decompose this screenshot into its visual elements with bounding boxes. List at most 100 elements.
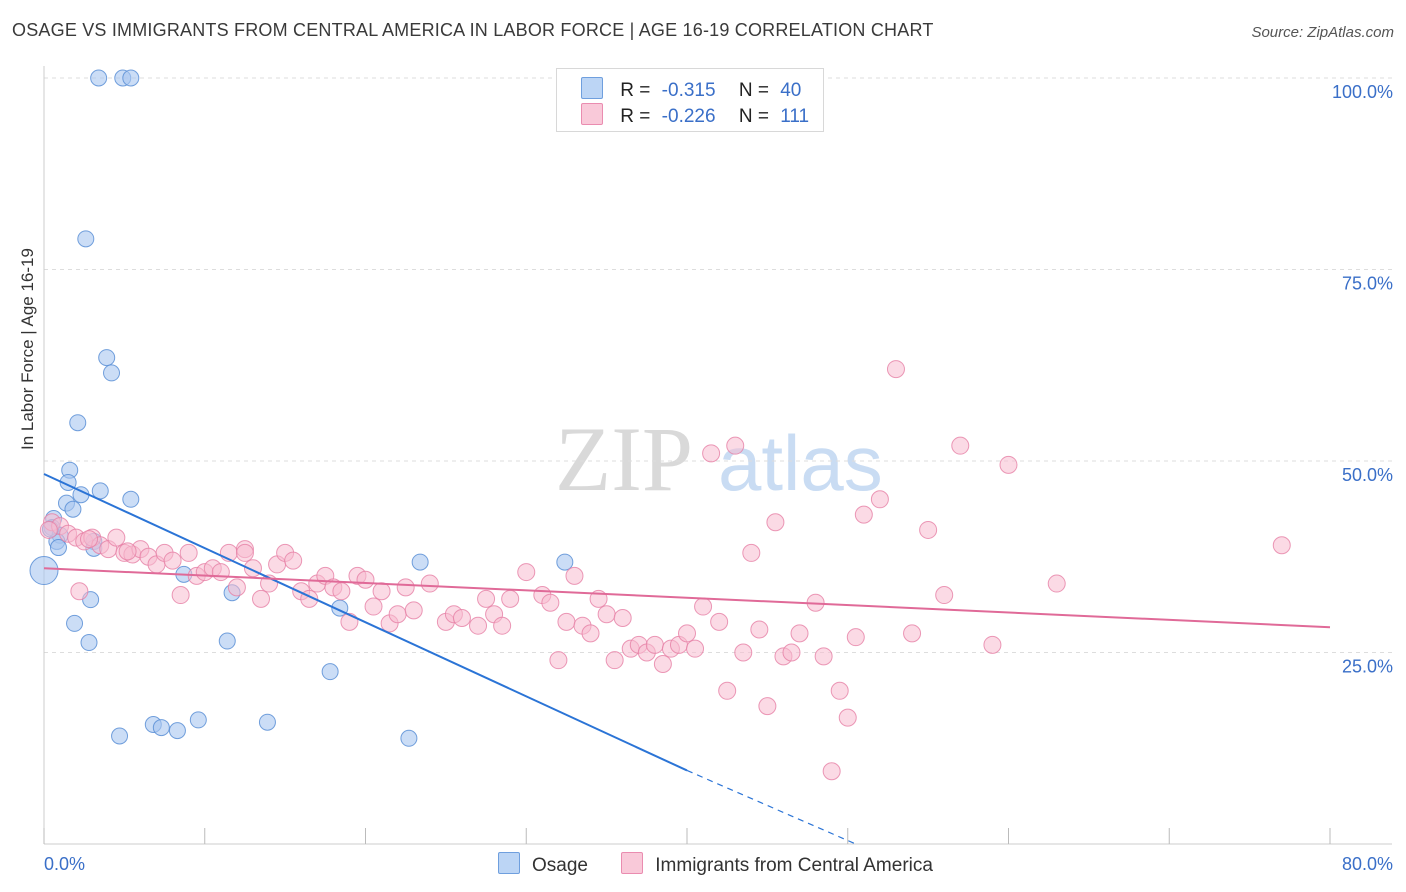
legend-n-label: N = (738, 80, 769, 101)
central-point (814, 647, 833, 666)
central-point (597, 605, 616, 624)
central-point (1047, 574, 1066, 593)
legend-row-osage: R = -0.315 N = 40 (581, 77, 801, 101)
osage-point (66, 614, 84, 632)
osage-point (29, 556, 59, 586)
osage-point (90, 69, 108, 87)
central-point (211, 563, 230, 582)
osage-point (80, 634, 98, 652)
osage-point (122, 69, 140, 87)
central-point (549, 651, 568, 670)
central-point (846, 628, 865, 647)
legend-swatch-central (581, 103, 603, 125)
central-point (332, 582, 351, 601)
central-point (766, 513, 785, 532)
central-point (477, 589, 496, 608)
osage-trend-extension (686, 769, 857, 845)
osage-point (122, 490, 140, 508)
watermark-zip: ZIP (555, 408, 693, 510)
central-point (734, 643, 753, 662)
chart-title: OSAGE VS IMMIGRANTS FROM CENTRAL AMERICA… (12, 20, 934, 40)
osage-point (111, 727, 129, 745)
central-point (830, 681, 849, 700)
central-point (718, 681, 737, 700)
central-point (999, 455, 1018, 474)
watermark-atlas: atlas (718, 419, 883, 507)
central-point (557, 612, 576, 631)
central-point (493, 616, 512, 635)
central-point (420, 574, 439, 593)
osage-trend-line (43, 473, 688, 772)
central-point (750, 620, 769, 639)
bottom-swatch-osage (498, 852, 520, 874)
legend-r-value-central: -0.226 (661, 106, 716, 127)
central-point (919, 520, 938, 539)
central-point (469, 616, 488, 635)
central-point (118, 542, 137, 561)
central-point (235, 543, 254, 562)
central-point (605, 651, 624, 670)
central-point (39, 520, 58, 539)
central-point (452, 609, 471, 628)
y-tick-label: 75.0% (1342, 274, 1393, 294)
central-point (653, 654, 672, 673)
central-point (396, 578, 415, 597)
osage-point (556, 553, 574, 571)
osage-point (64, 500, 82, 518)
bottom-legend-central-label: Immigrants from Central America (655, 855, 933, 876)
bottom-legend-central: Immigrants from Central America (621, 852, 933, 877)
central-point (541, 593, 560, 612)
central-point (252, 589, 271, 608)
bottom-legend: Osage Immigrants from Central America (498, 852, 961, 877)
central-point (70, 582, 89, 601)
y-tick-label: 100.0% (1332, 82, 1393, 102)
legend-n-value-central: 111 (780, 106, 810, 127)
bottom-legend-osage: Osage (498, 852, 588, 877)
central-point (686, 639, 705, 658)
central-point (838, 708, 857, 727)
central-point (179, 543, 198, 562)
central-point (726, 436, 745, 455)
central-point (227, 578, 246, 597)
osage-point (98, 349, 116, 367)
osage-point (258, 713, 276, 731)
central-trend-line (43, 567, 1331, 629)
legend-r-label: R = (620, 106, 651, 127)
y-tick-label: 50.0% (1342, 465, 1393, 485)
osage-point (321, 663, 339, 681)
central-point (404, 601, 423, 620)
osage-point (411, 553, 429, 571)
legend-swatch-osage (581, 77, 603, 99)
osage-point (103, 364, 121, 382)
central-point (284, 551, 303, 570)
osage-point (218, 632, 236, 650)
central-point (742, 543, 761, 562)
central-point (356, 570, 375, 589)
bottom-legend-osage-label: Osage (532, 855, 588, 876)
central-point (710, 612, 729, 631)
osage-point (77, 230, 95, 248)
central-point (581, 624, 600, 643)
osage-point (400, 729, 418, 747)
x-tick-label-min: 0.0% (44, 854, 85, 874)
central-point (1272, 536, 1291, 555)
central-point (388, 605, 407, 624)
central-point (107, 528, 126, 547)
central-point (372, 582, 391, 601)
central-point (935, 586, 954, 605)
osage-point (152, 719, 170, 737)
central-point (702, 444, 721, 463)
central-point (565, 566, 584, 585)
x-tick-label-max: 80.0% (1342, 854, 1393, 874)
bottom-swatch-central (621, 852, 644, 874)
central-point (822, 762, 841, 781)
osage-point (69, 414, 87, 432)
source-label: Source: ZipAtlas.com (1251, 24, 1394, 41)
legend-n-value-osage: 40 (780, 80, 802, 101)
central-point (613, 609, 632, 628)
central-point (364, 597, 383, 616)
central-point (983, 635, 1002, 654)
central-point (903, 624, 922, 643)
central-point (951, 436, 970, 455)
central-point (678, 624, 696, 643)
